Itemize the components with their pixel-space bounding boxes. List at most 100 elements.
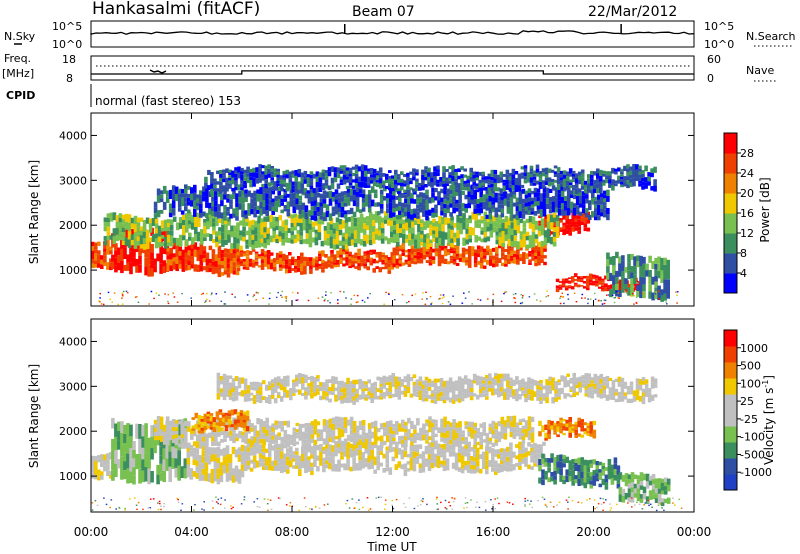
heatmap-cell bbox=[336, 252, 340, 256]
heatmap-cell bbox=[581, 204, 586, 209]
heatmap-cell bbox=[241, 431, 245, 436]
heatmap-cell bbox=[407, 434, 411, 441]
heatmap-cell bbox=[381, 257, 385, 260]
heatmap-cell bbox=[514, 171, 519, 175]
heatmap-cell bbox=[194, 219, 198, 227]
heatmap-cell bbox=[231, 382, 236, 388]
heatmap-cell bbox=[395, 196, 399, 200]
heatmap-cell bbox=[398, 201, 402, 207]
heatmap-cell bbox=[428, 424, 432, 429]
heatmap-cell bbox=[500, 192, 505, 197]
heatmap-cell bbox=[195, 460, 200, 467]
heatmap-cell bbox=[319, 382, 323, 387]
heatmap-cell bbox=[213, 461, 218, 468]
heatmap-cell bbox=[209, 424, 214, 427]
heatmap-cell bbox=[485, 206, 490, 211]
heatmap-cell bbox=[291, 188, 296, 193]
heatmap-cell bbox=[187, 260, 192, 266]
noise-cell bbox=[504, 291, 506, 293]
heatmap-cell bbox=[171, 185, 176, 193]
noise-cell bbox=[563, 302, 565, 305]
heatmap-cell bbox=[319, 444, 323, 452]
heatmap-cell bbox=[351, 166, 356, 170]
heatmap-cell bbox=[325, 191, 330, 198]
heatmap-cell bbox=[243, 169, 247, 174]
heatmap-cell bbox=[206, 217, 210, 222]
heatmap-cell bbox=[132, 467, 136, 476]
heatmap-cell bbox=[632, 181, 636, 187]
heatmap-cell bbox=[592, 282, 596, 284]
heatmap-cell bbox=[384, 258, 389, 263]
heatmap-cell bbox=[340, 440, 345, 445]
heatmap-cell bbox=[252, 182, 256, 187]
heatmap-cell bbox=[242, 259, 247, 262]
heatmap-cell bbox=[539, 453, 543, 459]
heatmap-cell bbox=[340, 421, 345, 426]
heatmap-cell bbox=[273, 168, 277, 173]
heatmap-cell bbox=[275, 260, 280, 265]
heatmap-cell bbox=[366, 176, 371, 180]
noise-cell bbox=[463, 292, 465, 294]
heatmap-cell bbox=[162, 266, 166, 274]
heatmap-cell bbox=[522, 258, 526, 264]
heatmap-cell bbox=[309, 269, 313, 274]
heatmap-cell bbox=[218, 219, 222, 224]
heatmap-cell bbox=[239, 235, 243, 241]
heatmap-cell bbox=[255, 167, 259, 173]
noise-cell bbox=[357, 301, 359, 303]
heatmap-cell bbox=[647, 181, 651, 186]
heatmap-cell bbox=[586, 227, 591, 232]
heatmap-cell bbox=[433, 180, 437, 186]
heatmap-cell bbox=[534, 262, 538, 267]
heatmap-cell bbox=[654, 287, 658, 294]
heatmap-cell bbox=[315, 176, 320, 182]
heatmap-cell bbox=[169, 265, 173, 272]
heatmap-cell bbox=[553, 179, 558, 183]
heatmap-cell bbox=[319, 202, 324, 207]
heatmap-cell bbox=[203, 421, 208, 426]
heatmap-cell bbox=[209, 415, 214, 419]
heatmap-cell bbox=[401, 212, 405, 218]
heatmap-cell bbox=[221, 217, 225, 225]
heatmap-cell bbox=[331, 387, 335, 392]
noise-cell bbox=[148, 303, 150, 305]
noise-cell bbox=[323, 300, 326, 302]
heatmap-cell bbox=[553, 221, 557, 226]
heatmap-cell bbox=[413, 255, 418, 259]
heatmap-cell bbox=[331, 206, 336, 212]
heatmap-cell bbox=[528, 262, 532, 265]
heatmap-cell bbox=[648, 270, 652, 278]
heatmap-cell bbox=[443, 427, 447, 433]
heatmap-cell bbox=[194, 226, 198, 234]
heatmap-cell bbox=[347, 226, 352, 232]
heatmap-cell bbox=[250, 427, 254, 432]
heatmap-cell bbox=[530, 458, 534, 463]
heatmap-cell bbox=[461, 247, 466, 253]
heatmap-cell bbox=[111, 418, 115, 429]
heatmap-cell bbox=[479, 423, 483, 428]
heatmap-cell bbox=[200, 424, 205, 428]
heatmap-cell bbox=[197, 421, 202, 425]
heatmap-cell bbox=[394, 392, 399, 397]
heatmap-cell bbox=[503, 465, 507, 471]
heatmap-cell bbox=[291, 174, 296, 178]
heatmap-cell bbox=[413, 252, 418, 256]
heatmap-cell bbox=[394, 464, 399, 470]
heatmap-cell bbox=[455, 262, 460, 266]
heatmap-cell bbox=[476, 428, 480, 432]
heatmap-cell bbox=[209, 421, 214, 425]
heatmap-cell bbox=[261, 451, 266, 456]
heatmap-cell bbox=[547, 177, 552, 182]
heatmap-cell bbox=[419, 252, 424, 259]
heatmap-cell bbox=[326, 226, 331, 231]
heatmap-cell bbox=[370, 425, 375, 429]
heatmap-cell bbox=[357, 266, 361, 271]
heatmap-cell bbox=[399, 228, 403, 233]
heatmap-cell bbox=[191, 428, 196, 431]
freq-panel: Freq. [MHz] 18 8 60 0 Nave bbox=[2, 52, 776, 85]
heatmap-cell bbox=[589, 273, 593, 277]
heatmap-cell bbox=[410, 245, 415, 249]
heatmap-cell bbox=[560, 184, 565, 191]
heatmap-cell bbox=[268, 199, 272, 206]
heatmap-cell bbox=[544, 215, 548, 220]
